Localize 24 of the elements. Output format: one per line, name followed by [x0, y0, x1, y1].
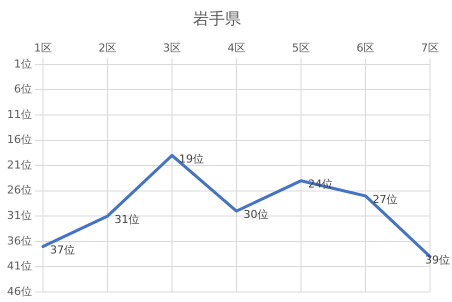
y-tick-label: 6位: [14, 82, 32, 96]
x-tick-label: 3区: [163, 42, 181, 55]
data-label: 31位: [114, 212, 140, 226]
data-label: 19位: [179, 152, 204, 166]
y-tick-label: 41位: [6, 260, 32, 273]
y-tick-label: 21位: [6, 158, 32, 172]
y-tick-label: 31位: [6, 208, 32, 222]
y-tick-label: 1位: [14, 57, 32, 70]
data-label: 30位: [244, 208, 268, 221]
x-tick-label: 2区: [98, 42, 116, 55]
data-label: 37位: [50, 243, 75, 256]
chart-title: 岩手県: [193, 8, 241, 28]
y-tick-label: 36位: [6, 234, 32, 248]
y-tick-label: 26位: [6, 184, 32, 197]
x-tick-label: 5区: [292, 42, 310, 55]
y-tick-label: 11位: [6, 108, 32, 121]
data-label: 39位: [425, 253, 450, 266]
y-tick-label: 16位: [6, 133, 32, 146]
x-tick-label: 4区: [228, 42, 246, 55]
y-tick-label: 46位: [6, 284, 32, 298]
x-tick-label: 7区: [421, 42, 439, 55]
x-tick-label: 6区: [356, 42, 374, 55]
data-label: 27位: [372, 192, 398, 206]
x-tick-label: 1区: [34, 42, 52, 55]
